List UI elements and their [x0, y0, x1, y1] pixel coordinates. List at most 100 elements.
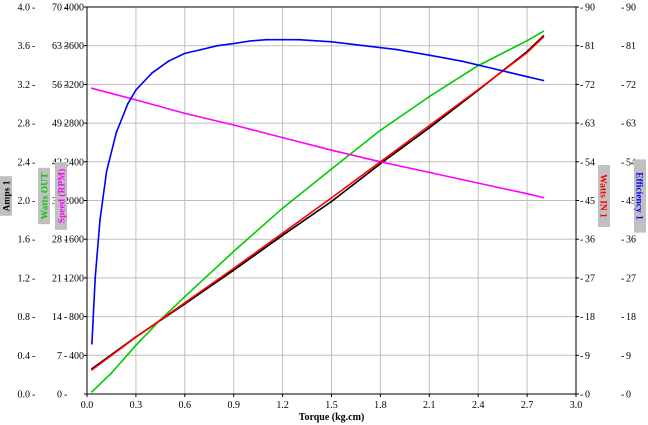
y-tick-dash-efficiency: - [621, 80, 624, 91]
y-tick-label-watts_out: 21 [52, 273, 62, 284]
data-point-efficiency [200, 48, 203, 51]
data-point-watts_out [281, 207, 284, 210]
data-point-efficiency [91, 342, 93, 345]
data-point-amps [379, 162, 382, 165]
y-tick-label-watts_out: 63 [52, 41, 62, 52]
y-tick-dash-amps: - [32, 351, 35, 362]
y-tick-dash-efficiency: - [621, 273, 624, 284]
data-point-efficiency [99, 218, 101, 221]
data-point-amps [330, 200, 333, 203]
data-point-speed [91, 87, 93, 90]
y-tick-label-speed: 1200 [64, 273, 84, 284]
x-tick-label: 0.6 [179, 400, 192, 411]
axis-label-group-watts_in: Watts IN 1 [598, 165, 610, 227]
y-tick-label-watts_out: 56 [52, 80, 62, 91]
y-tick-dash-watts_out: - [64, 119, 67, 130]
y-tick-dash-watts_in: - [580, 80, 583, 91]
data-point-watts_in [281, 232, 284, 235]
y-tick-dash-watts_out: - [64, 41, 67, 52]
axis-label-watts_out: Watts OUT [41, 172, 51, 219]
y-tick-label-efficiency: 36 [626, 235, 636, 246]
y-tick-dash-efficiency: - [621, 235, 624, 246]
y-tick-label-watts_out: 70 [52, 3, 62, 14]
data-point-efficiency [298, 38, 300, 41]
axis-label-background-watts_out [38, 167, 50, 225]
data-point-watts_in [379, 160, 382, 163]
axis-label-group-watts_out: Watts OUT [38, 167, 51, 225]
y-tick-dash-watts_in: - [580, 235, 583, 246]
y-tick-dash-amps: - [32, 312, 35, 323]
y-tick-label-watts_in: 63 [585, 119, 595, 130]
y-tick-label-amps: 3.2 [18, 80, 31, 91]
y-tick-dash-amps: - [32, 235, 35, 246]
y-tick-label-efficiency: 63 [626, 119, 636, 130]
data-point-efficiency [330, 40, 333, 43]
data-point-efficiency [249, 40, 251, 42]
y-tick-label-speed: 4000 [64, 3, 84, 14]
y-tick-dash-watts_in: - [580, 196, 583, 207]
y-tick-label-watts_out: 14 [52, 312, 62, 323]
axis-label-background-efficiency [634, 159, 646, 233]
y-tick-label-efficiency: 72 [626, 80, 636, 91]
x-tick-label: 2.1 [423, 400, 436, 411]
axis-label-group-efficiency: Efficiency 1 [634, 159, 646, 233]
data-point-efficiency [428, 54, 431, 57]
data-point-efficiency [542, 79, 545, 82]
y-tick-label-speed: 400 [69, 351, 84, 362]
data-point-speed [232, 124, 235, 126]
data-point-speed [183, 112, 186, 115]
x-tick-label: 3.0 [570, 400, 583, 411]
y-tick-label-watts_out: 7 [57, 351, 62, 362]
y-tick-label-amps: 0.4 [18, 351, 31, 362]
y-tick-label-amps: 1.2 [18, 273, 31, 284]
y-tick-label-watts_in: 18 [585, 312, 595, 323]
x-tick-label: 0.9 [227, 400, 240, 411]
x-tick-label: 2.7 [521, 400, 534, 411]
y-tick-dash-watts_out: - [64, 312, 67, 323]
y-tick-label-amps: 2.8 [18, 119, 31, 130]
data-point-watts_in [477, 88, 480, 91]
data-point-speed [281, 136, 284, 139]
y-tick-label-amps: 2.0 [18, 196, 31, 207]
data-point-efficiency [135, 89, 137, 91]
data-point-efficiency [461, 60, 463, 63]
data-point-watts_in [232, 267, 235, 270]
y-tick-label-watts_in: 0 [585, 390, 590, 401]
y-tick-dash-efficiency: - [621, 196, 624, 207]
axis-label-group-speed: Speed (RPM) [55, 162, 68, 230]
y-tick-dash-amps: - [32, 41, 35, 52]
data-point-efficiency [151, 71, 154, 74]
y-tick-label-efficiency: 54 [626, 157, 636, 168]
y-tick-dash-amps: - [32, 196, 35, 207]
y-tick-label-watts_out: 49 [52, 119, 62, 130]
data-point-watts_out [379, 129, 382, 132]
y-tick-label-watts_in: 36 [585, 235, 595, 246]
y-tick-label-speed: 2800 [64, 119, 84, 130]
data-point-watts_in [428, 124, 431, 127]
y-tick-dash-amps: - [32, 390, 35, 401]
data-point-efficiency [526, 75, 528, 78]
data-point-speed [330, 149, 333, 152]
y-tick-label-efficiency: 0 [626, 390, 631, 401]
y-tick-label-watts_in: 72 [585, 80, 595, 91]
data-point-efficiency [232, 42, 235, 45]
y-tick-label-amps: 0.0 [18, 390, 31, 401]
data-point-speed [526, 192, 528, 195]
data-point-watts_out [91, 390, 93, 393]
y-tick-label-amps: 1.6 [18, 235, 31, 246]
y-tick-label-speed: 1600 [64, 235, 84, 246]
y-tick-label-amps: 0.8 [18, 312, 31, 323]
grid [87, 7, 576, 394]
data-point-amps [281, 234, 284, 237]
axis-label-efficiency: Efficiency 1 [634, 172, 644, 220]
y-tick-dash-watts_out: - [64, 351, 67, 362]
y-tick-label-speed: 800 [69, 312, 84, 323]
x-tick-label: 1.8 [374, 400, 387, 411]
y-tick-label-speed: 3600 [64, 41, 84, 52]
y-tick-label-amps: 3.6 [18, 41, 31, 52]
y-tick-dash-watts_in: - [580, 3, 583, 14]
y-tick-dash-watts_in: - [580, 41, 583, 52]
data-point-watts_in [526, 51, 528, 54]
y-tick-dash-efficiency: - [621, 312, 624, 323]
